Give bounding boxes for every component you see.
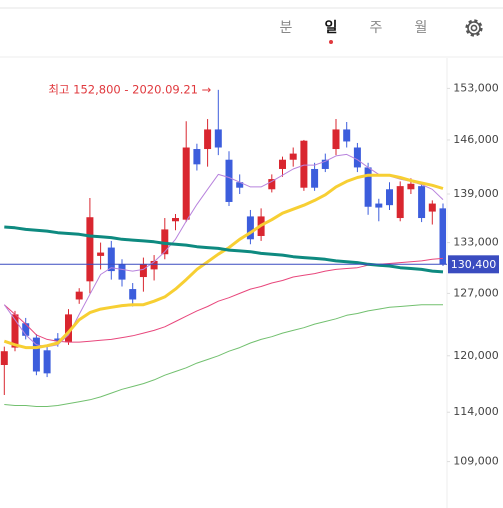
- tab[interactable]: 일: [325, 20, 338, 36]
- candle-body: [364, 167, 372, 207]
- high-annotation: 최고 152,800 - 2020.09.21 →: [48, 82, 211, 96]
- moving-average-line: [4, 304, 443, 407]
- last-price-box: [448, 255, 499, 274]
- active-dot: [329, 40, 333, 44]
- candle-body: [439, 208, 446, 265]
- candle-body: [54, 338, 62, 342]
- candle-body: [225, 159, 233, 202]
- candle-body: [97, 252, 105, 256]
- moving-average-line: [3, 173, 444, 350]
- candle-body: [268, 179, 276, 190]
- settings-icon[interactable]: [465, 19, 483, 37]
- candle-body: [161, 229, 169, 255]
- candle-body: [182, 147, 190, 220]
- candle-body: [300, 140, 308, 188]
- plot-area: 최고 152,800 - 2020.09.21 →: [0, 82, 446, 407]
- candle-body: [22, 323, 30, 336]
- candle-body: [353, 147, 361, 168]
- candle-body: [279, 159, 286, 169]
- candle-body: [129, 289, 137, 300]
- candle-body: [214, 129, 222, 148]
- candle-body: [343, 129, 351, 142]
- y-tick-label: 133,000: [453, 236, 499, 249]
- y-tick-label: 153,000: [453, 81, 499, 94]
- candle-body: [289, 153, 297, 160]
- candle-body: [246, 216, 254, 240]
- candle-body: [332, 129, 340, 150]
- tab[interactable]: 월: [415, 20, 428, 36]
- candle-body: [193, 149, 201, 165]
- candle-body: [43, 350, 51, 374]
- y-tick-label: 114,000: [453, 405, 499, 418]
- candle-body: [150, 260, 158, 270]
- y-tick-label: 120,000: [453, 349, 499, 362]
- candle-body: [311, 168, 319, 188]
- last-price-label: 130,400: [451, 258, 497, 271]
- candle-body: [118, 264, 126, 280]
- candle-body: [75, 291, 83, 300]
- candle-body: [107, 247, 115, 272]
- candle-body: [32, 337, 40, 372]
- moving-average-line: [3, 153, 444, 348]
- candle-body: [321, 159, 329, 169]
- candle-body: [86, 217, 94, 282]
- candle-body: [418, 186, 426, 219]
- candle-body: [407, 183, 415, 190]
- y-tick-label: 139,000: [453, 187, 499, 200]
- y-axis: 153,000 146,000 139,000 133,000 127,000 120,0…: [447, 81, 499, 468]
- candle-body: [396, 186, 404, 219]
- candle-body: [0, 351, 8, 365]
- moving-average-line: [4, 225, 444, 274]
- y-tick-label: 146,000: [453, 133, 499, 146]
- candle-body: [204, 129, 212, 150]
- candle-body: [386, 189, 393, 206]
- candle-body: [139, 264, 147, 278]
- candle-body: [11, 314, 19, 348]
- candle-body: [236, 182, 244, 188]
- candle-body: [172, 218, 179, 222]
- y-tick-label: 127,000: [453, 286, 499, 299]
- tab[interactable]: 분: [280, 20, 293, 36]
- candle-body: [375, 203, 383, 208]
- candle-body: [428, 203, 436, 212]
- y-tick-label: 109,000: [453, 455, 499, 468]
- tab[interactable]: 주: [370, 20, 383, 36]
- candle-body: [65, 314, 72, 343]
